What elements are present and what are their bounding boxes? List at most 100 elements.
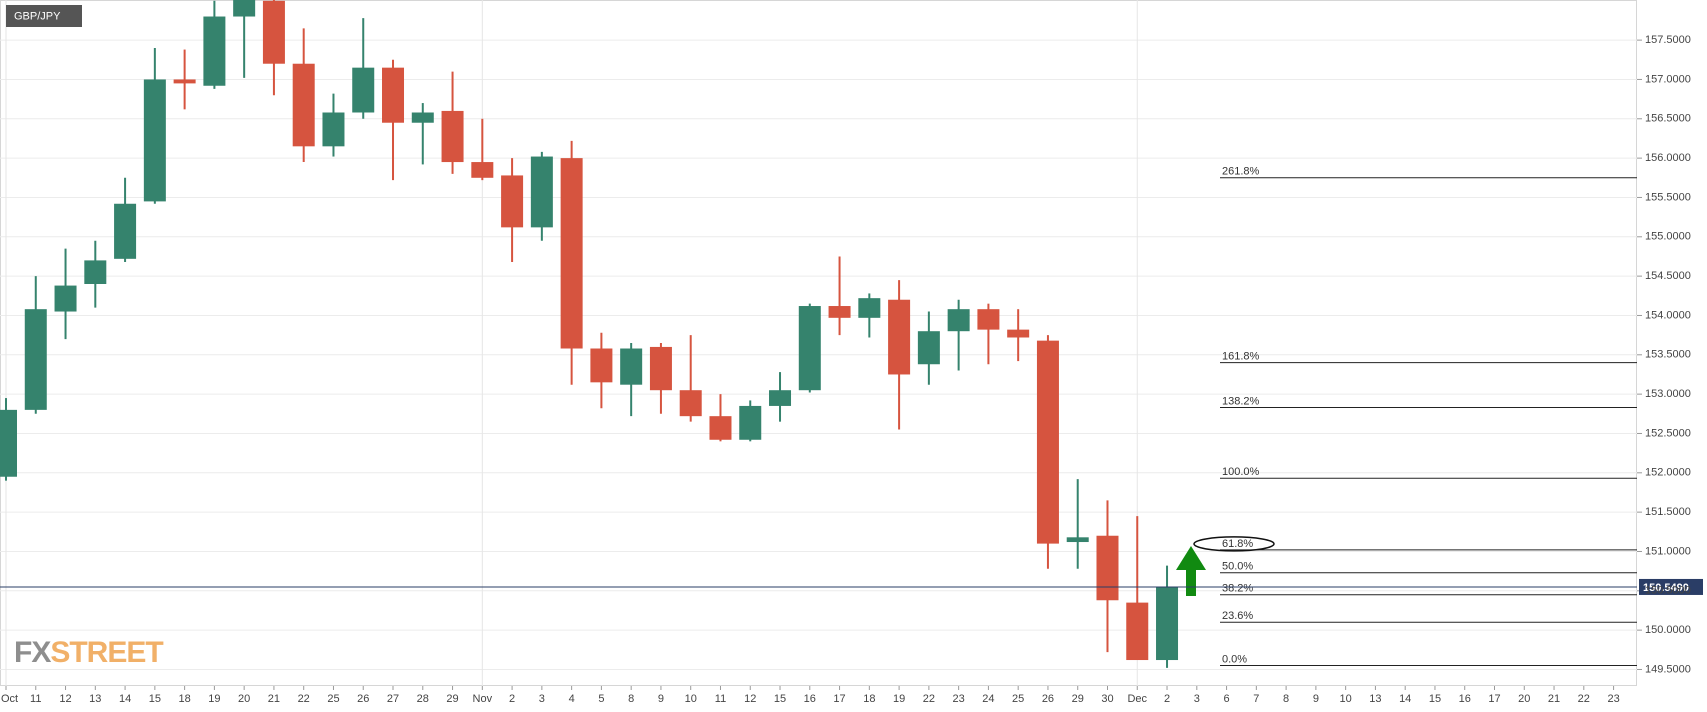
candle-body xyxy=(471,162,494,178)
y-tick-label: 152.0000 xyxy=(1645,467,1691,479)
x-tick-label: 17 xyxy=(833,693,845,705)
y-tick-label: 155.5000 xyxy=(1645,191,1691,203)
x-tick-label: 20 xyxy=(238,693,250,705)
x-tick-label: 19 xyxy=(208,693,220,705)
watermark: FXSTREET xyxy=(14,636,163,669)
fib-label: 100.0% xyxy=(1222,466,1260,478)
candle-body xyxy=(679,390,702,417)
x-tick-label: 21 xyxy=(1548,693,1560,705)
candle-body xyxy=(1126,602,1149,661)
candle-body xyxy=(501,175,524,228)
overlay: 261.8% 161.8% 138.2% 100.0% 61.8% 50.0% 38.2% 2… xyxy=(0,166,1703,667)
x-tick-label: 9 xyxy=(658,693,664,705)
watermark-right: STREET xyxy=(50,636,163,669)
candle-body xyxy=(530,156,553,228)
last-price-label: 150.5490 xyxy=(1643,582,1689,594)
x-tick-label: 7 xyxy=(1253,693,1259,705)
y-tick-label: 157.5000 xyxy=(1645,34,1691,46)
candle-body xyxy=(560,158,583,349)
x-tick-label: 14 xyxy=(119,693,131,705)
x-tick-label: Oct xyxy=(1,693,18,705)
x-tick-label: 26 xyxy=(1042,693,1054,705)
x-tick-label: 17 xyxy=(1488,693,1500,705)
y-tick-label: 154.5000 xyxy=(1645,270,1691,282)
x-tick-label: 15 xyxy=(149,693,161,705)
y-tick-label: 154.0000 xyxy=(1645,309,1691,321)
candle-body xyxy=(798,306,821,391)
candle-body xyxy=(709,416,732,440)
candle-body xyxy=(411,112,434,123)
candle-body xyxy=(649,346,672,391)
candle-body xyxy=(977,309,1000,330)
y-tick-label: 151.5000 xyxy=(1645,506,1691,518)
highlight-ellipse xyxy=(1193,536,1275,552)
x-tick-label: 26 xyxy=(357,693,369,705)
candle-body xyxy=(769,390,792,406)
x-tick-label: 2 xyxy=(1164,693,1170,705)
x-tick-label: 11 xyxy=(715,693,726,705)
x-tick-label: 11 xyxy=(30,693,41,705)
x-tick-label: 23 xyxy=(953,693,965,705)
last-price-box xyxy=(1639,578,1703,595)
candle-body xyxy=(173,79,196,84)
candle-body xyxy=(352,67,375,113)
candle-body xyxy=(590,348,613,383)
x-tick-label: 8 xyxy=(1283,693,1289,705)
candle-body xyxy=(917,331,940,365)
x-tick-label: 10 xyxy=(685,693,697,705)
candle-body xyxy=(262,0,285,64)
x-tick-label: 9 xyxy=(1313,693,1319,705)
x-tick-label: 29 xyxy=(446,693,458,705)
x-tick-label: 15 xyxy=(774,693,786,705)
x-tick-label: 23 xyxy=(1607,693,1619,705)
x-tick-label: 18 xyxy=(178,693,190,705)
x-tick-label: 14 xyxy=(1399,693,1411,705)
x-tick-label: 13 xyxy=(1369,693,1381,705)
x-tick-label: 30 xyxy=(1101,693,1113,705)
fib-label: 161.8% xyxy=(1222,351,1260,363)
fib-label: 61.8% xyxy=(1222,538,1253,550)
x-tick-label: 3 xyxy=(539,693,545,705)
candle-body xyxy=(1007,329,1030,338)
candle-body xyxy=(382,67,405,123)
y-tick-label: 150.5000 xyxy=(1645,585,1691,597)
x-tick-label: 27 xyxy=(387,693,399,705)
x-tick-label: 19 xyxy=(893,693,905,705)
x-tick-label: 25 xyxy=(327,693,339,705)
x-tick-label: 29 xyxy=(1072,693,1084,705)
candle-body xyxy=(620,348,643,385)
candle-body xyxy=(828,306,851,318)
x-tick-label: 12 xyxy=(59,693,71,705)
x-tick-label: 3 xyxy=(1194,693,1200,705)
fib-label: 138.2% xyxy=(1222,395,1260,407)
fib-label: 261.8% xyxy=(1222,166,1260,178)
candle-body xyxy=(441,110,464,163)
candle-body xyxy=(143,79,166,202)
x-tick-label: 15 xyxy=(1429,693,1441,705)
y-tick-label: 152.5000 xyxy=(1645,427,1691,439)
y-tick-label: 153.0000 xyxy=(1645,388,1691,400)
x-tick-label: 18 xyxy=(863,693,875,705)
x-tick-label: 10 xyxy=(1340,693,1352,705)
y-tick-label: 149.5000 xyxy=(1645,663,1691,675)
y-tick-label: 156.5000 xyxy=(1645,113,1691,125)
x-tick-label: 24 xyxy=(982,693,994,705)
x-tick-label: 28 xyxy=(417,693,429,705)
candle-body xyxy=(233,0,256,17)
candle-body xyxy=(1096,535,1119,601)
candle-body xyxy=(0,409,17,477)
candle-body xyxy=(203,16,226,86)
candle-body xyxy=(322,112,345,147)
y-tick-label: 151.0000 xyxy=(1645,545,1691,557)
x-tick-label: 25 xyxy=(1012,693,1024,705)
fib-label: 50.0% xyxy=(1222,561,1253,573)
x-tick-label: 22 xyxy=(923,693,935,705)
fib-label: 38.2% xyxy=(1222,583,1253,595)
candle-body xyxy=(739,405,762,440)
y-tick-label: 150.0000 xyxy=(1645,624,1691,636)
candle-body xyxy=(114,203,137,259)
candle-body xyxy=(1036,340,1059,544)
candle-body xyxy=(888,299,911,375)
candle-body xyxy=(947,309,970,332)
candle-body xyxy=(292,63,315,147)
